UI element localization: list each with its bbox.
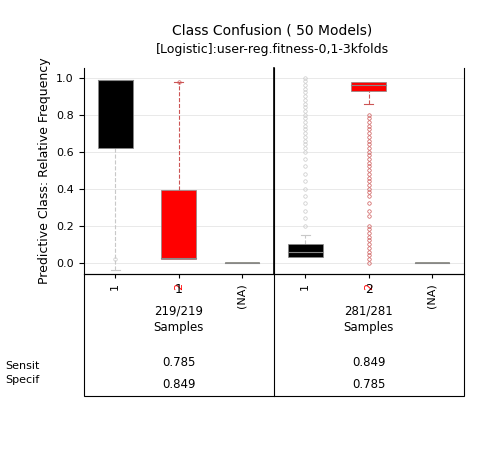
- Text: 0.849: 0.849: [352, 356, 385, 370]
- Bar: [161, 190, 196, 259]
- Text: [Logistic]:user-reg.fitness-0,1-3kfolds: [Logistic]:user-reg.fitness-0,1-3kfolds: [156, 43, 389, 56]
- Text: 1: 1: [175, 283, 183, 296]
- Text: 0.849: 0.849: [162, 378, 196, 391]
- Y-axis label: Predictive Class: Relative Frequency: Predictive Class: Relative Frequency: [38, 58, 51, 285]
- Text: 281/281
Samples: 281/281 Samples: [344, 304, 394, 335]
- Text: 219/219
Samples: 219/219 Samples: [153, 304, 204, 335]
- Text: Sensit
Specif: Sensit Specif: [5, 361, 39, 385]
- Text: Class Confusion ( 50 Models): Class Confusion ( 50 Models): [173, 24, 372, 38]
- Bar: [225, 262, 260, 263]
- Bar: [351, 82, 386, 91]
- Bar: [98, 80, 133, 148]
- Bar: [288, 244, 323, 257]
- Text: 2: 2: [365, 283, 372, 296]
- Bar: [414, 262, 449, 263]
- Text: 0.785: 0.785: [352, 378, 385, 391]
- Text: 0.785: 0.785: [162, 356, 196, 370]
